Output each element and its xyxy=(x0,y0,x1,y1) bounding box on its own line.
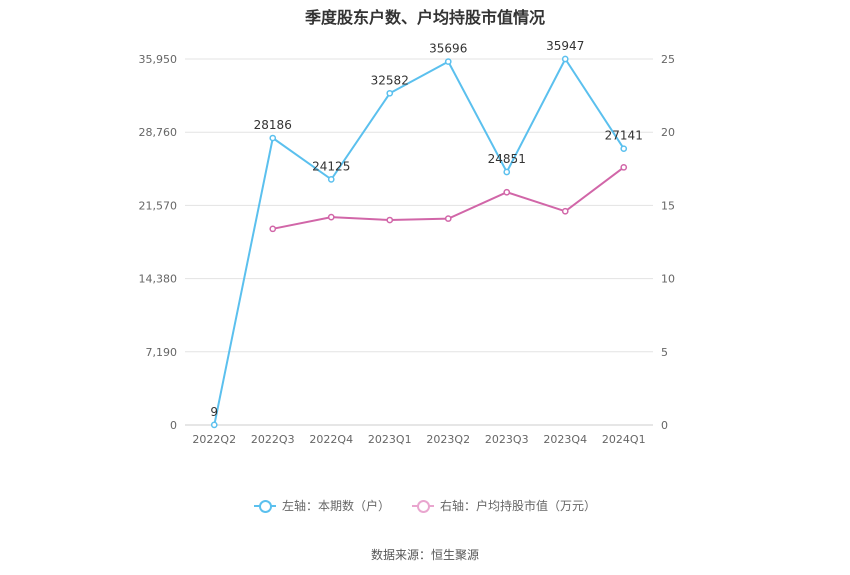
data-label: 27141 xyxy=(605,129,643,143)
data-label: 24125 xyxy=(312,159,350,173)
chart-title: 季度股东户数、户均持股市值情况 xyxy=(304,8,545,27)
data-point xyxy=(269,225,277,233)
legend-item-market-value[interactable]: 右轴：户均持股市值（万元） xyxy=(412,497,596,514)
data-point xyxy=(210,421,218,429)
left-axis-tick-label: 35,950 xyxy=(139,53,178,66)
data-point xyxy=(503,168,511,176)
right-axis-tick-label: 5 xyxy=(661,346,668,359)
data-point xyxy=(269,134,277,142)
data-source: 数据来源：恒生聚源 xyxy=(370,548,479,562)
series-lines xyxy=(210,55,628,429)
x-axis-tick-label: 2023Q1 xyxy=(368,433,412,446)
legend-item-households[interactable]: 左轴：本期数（户） xyxy=(253,497,390,514)
data-point xyxy=(386,216,394,224)
x-axis-tick-label: 2022Q4 xyxy=(309,433,353,446)
data-point xyxy=(620,145,628,153)
data-point xyxy=(386,89,394,97)
left-axis-tick-label: 28,760 xyxy=(139,126,178,139)
x-axis-tick-label: 2024Q1 xyxy=(602,433,646,446)
x-axis-tick-label: 2022Q3 xyxy=(251,433,295,446)
left-axis-tick-label: 21,570 xyxy=(139,199,178,212)
legend-marker-market-value xyxy=(412,499,434,513)
x-axis-tick-label: 2023Q2 xyxy=(426,433,470,446)
right-axis-tick-label: 0 xyxy=(661,419,668,432)
left-axis-tick-label: 14,380 xyxy=(139,273,178,286)
axes: 0 7,190 14,380 21,570 28,760 35,950 0 5 10 15 20 25… xyxy=(139,53,676,446)
data-label: 9 xyxy=(210,405,218,419)
right-axis-tick-label: 25 xyxy=(661,53,675,66)
data-point xyxy=(327,213,335,221)
right-axis-tick-label: 20 xyxy=(661,126,675,139)
left-axis-tick-label: 7,190 xyxy=(146,346,178,359)
data-label: 35696 xyxy=(429,42,467,56)
data-point xyxy=(620,163,628,171)
x-axis-tick-label: 2023Q3 xyxy=(485,433,529,446)
data-label: 28186 xyxy=(254,118,292,132)
legend: 左轴：本期数（户） 右轴：户均持股市值（万元） xyxy=(0,497,850,514)
right-axis-tick-label: 10 xyxy=(661,273,675,286)
data-point xyxy=(561,207,569,215)
data-point xyxy=(444,58,452,65)
data-point xyxy=(561,55,569,63)
data-point xyxy=(327,176,335,183)
data-labels: 9 28186 24125 32582 35696 24851 35947 27141 xyxy=(210,39,642,419)
data-label: 32582 xyxy=(371,73,409,87)
legend-label-households: 左轴：本期数（户） xyxy=(281,499,390,513)
legend-label-market-value: 右轴：户均持股市值（万元） xyxy=(440,499,597,513)
x-axis-tick-label: 2023Q4 xyxy=(543,433,587,446)
x-axis-tick-label: 2022Q2 xyxy=(192,433,236,446)
grid-lines xyxy=(185,58,653,426)
legend-marker-households xyxy=(253,499,276,513)
data-label: 35947 xyxy=(546,39,584,53)
series-line-households xyxy=(213,57,625,426)
data-point xyxy=(503,188,511,196)
left-axis-tick-label: 0 xyxy=(170,419,177,432)
data-label: 24851 xyxy=(488,152,526,166)
right-axis-tick-label: 15 xyxy=(661,199,675,212)
data-point xyxy=(444,215,452,222)
